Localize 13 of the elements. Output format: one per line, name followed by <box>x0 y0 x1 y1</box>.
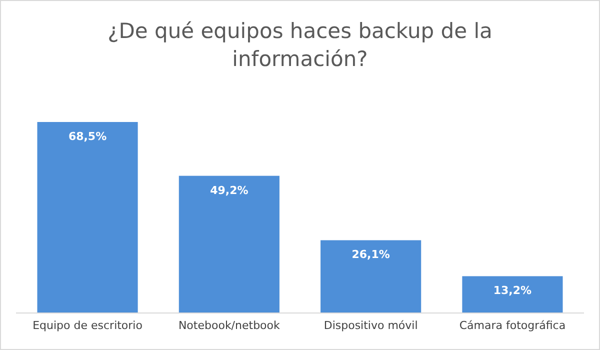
x-tick-label: Cámara fotográfica <box>459 318 566 332</box>
x-tick-label: Equipo de escritorio <box>32 318 143 332</box>
data-label: 68,5% <box>68 130 107 143</box>
bar <box>178 176 280 313</box>
x-tick-label: Notebook/netbook <box>178 318 281 332</box>
data-label: 26,1% <box>352 248 390 262</box>
bar <box>37 122 138 313</box>
chart-title: ¿De qué equipos haces backup de la información? <box>108 19 492 71</box>
data-label: 49,2% <box>210 184 248 197</box>
bar <box>462 276 563 313</box>
data-label: 13,2% <box>493 284 532 298</box>
bar <box>320 240 422 313</box>
x-tick-label: Dispositivo móvil <box>324 318 418 332</box>
